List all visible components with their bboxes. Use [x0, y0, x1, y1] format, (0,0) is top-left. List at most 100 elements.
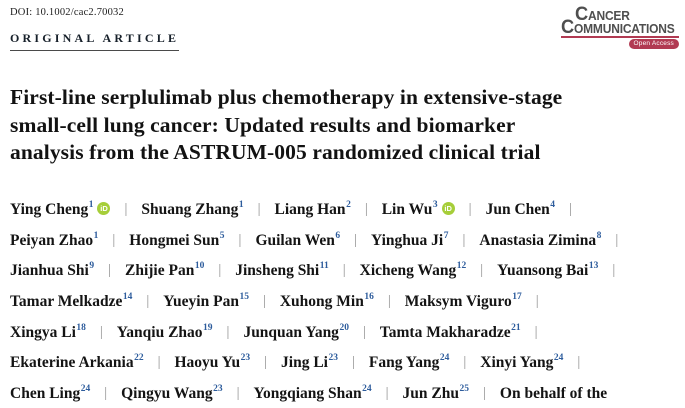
author-item: Xicheng Wang12: [359, 261, 467, 280]
author-divider: |: [577, 354, 581, 371]
author-divider: |: [351, 354, 355, 371]
author-name: Jing Li: [281, 354, 328, 372]
author-divider: |: [362, 323, 366, 340]
author-name: Yongqiang Shan: [253, 385, 362, 403]
logo-badge-row: Open Access: [561, 39, 679, 49]
author-divider: |: [569, 201, 572, 218]
orcid-icon[interactable]: iD: [441, 202, 455, 216]
author-name: Lin Wu: [381, 201, 433, 219]
author-name: Yinghua Ji: [371, 231, 444, 249]
author-name: Xuhong Min: [279, 293, 364, 311]
author-item: Yanqiu Zhao19: [116, 323, 213, 341]
affiliation-superscript: 6: [335, 230, 341, 241]
author-divider: |: [226, 323, 230, 340]
author-name: Jun Zhu: [402, 385, 459, 403]
author-item: Chen Ling24: [10, 383, 91, 403]
author-item: Yongqiang Shan24: [253, 383, 372, 403]
author-divider: |: [146, 293, 150, 310]
affiliation-superscript: 24: [362, 383, 372, 394]
author-name: Ying Cheng: [10, 201, 89, 219]
author-divider: |: [385, 385, 389, 402]
author-name: Tamar Melkadze: [10, 293, 123, 311]
affiliation-superscript: 10: [194, 261, 205, 272]
author-name: Yueyin Pan: [163, 293, 239, 311]
author-divider: |: [257, 201, 261, 218]
author-item: Guilan Wen6: [255, 230, 341, 249]
author-item: Lin Wu3 iD: [381, 200, 455, 219]
article-type-label: ORIGINAL ARTICLE: [10, 31, 180, 51]
author-item: Jun Chen4: [486, 200, 556, 218]
author-name: Liang Han: [274, 201, 346, 219]
affiliation-superscript: 23: [213, 383, 223, 394]
author-name: Ekaterine Arkania: [10, 354, 134, 372]
author-item: Shuang Zhang1: [141, 200, 244, 219]
affiliation-superscript: 2: [346, 200, 351, 210]
journal-name-line1: CANCER: [574, 4, 630, 25]
affiliation-superscript: 21: [511, 322, 521, 333]
affiliation-superscript: 24: [439, 353, 450, 364]
logo-underline: [560, 36, 679, 38]
author-item: Peiyan Zhao1: [10, 231, 98, 249]
author-name: Yanqiu Zhao: [116, 323, 203, 341]
author-divider: |: [364, 201, 368, 218]
affiliation-superscript: 5: [219, 230, 225, 241]
affiliation-superscript: 1: [238, 200, 244, 210]
affiliation-superscript: 17: [512, 291, 522, 302]
author-divider: |: [480, 262, 484, 279]
author-name: Junquan Yang: [243, 323, 339, 341]
author-name: Jinsheng Shi: [235, 262, 320, 280]
author-item: Jing Li23: [281, 353, 338, 372]
author-divider: |: [99, 323, 103, 340]
authors-list: Ying Cheng1 iD | Shuang Zhang1 | Liang Han2 | L…: [10, 193, 678, 408]
author-item: Haoyu Yu23: [174, 353, 250, 371]
author-item: Anastasia Zimina8: [479, 231, 601, 249]
author-name: On behalf of the ASTRUM-005 Study Group: [499, 385, 608, 403]
journal-name-line2: COMMUNICATIONS: [560, 17, 675, 38]
open-access-badge: Open Access: [628, 39, 679, 49]
author-divider: |: [612, 262, 616, 279]
author-item: Maksym Viguro17: [404, 291, 522, 311]
author-item: Ekaterine Arkania22: [10, 353, 144, 372]
author-item: Xingya Li18: [10, 322, 86, 341]
author-name: Chen Ling: [10, 385, 81, 403]
author-item: Yuansong Bai13: [497, 261, 599, 279]
orcid-icon[interactable]: iD: [97, 202, 111, 216]
author-name: Jianhua Shi: [10, 262, 89, 280]
author-item: Fang Yang24: [368, 353, 450, 372]
author-name: Peiyan Zhao: [10, 231, 94, 249]
doi-label: DOI: 10.1002/cac2.70032: [10, 7, 124, 18]
author-item: Jun Zhu25: [402, 383, 470, 403]
group-credit: On behalf of the ASTRUM-005 Study Group#: [10, 385, 607, 408]
affiliation-superscript: 4: [550, 200, 556, 210]
author-divider: |: [262, 293, 266, 310]
affiliation-superscript: 11: [319, 261, 329, 272]
author-name: Fang Yang: [368, 354, 440, 372]
author-item: Qingyu Wang23: [121, 383, 223, 402]
author-item: Tamta Makharadze21: [379, 322, 521, 341]
affiliation-superscript: 25: [459, 383, 470, 394]
affiliation-superscript: 3: [432, 200, 438, 210]
author-divider: |: [112, 231, 116, 248]
affiliation-superscript: 1: [88, 200, 94, 210]
author-name: Guilan Wen: [255, 231, 335, 249]
affiliation-superscript: 13: [588, 261, 599, 272]
author-name: Maksym Viguro: [404, 293, 512, 311]
author-divider: |: [342, 262, 346, 279]
author-item: Jinsheng Shi11: [235, 261, 329, 280]
author-name: Tamta Makharadze: [379, 323, 511, 341]
author-name: Zhijie Pan: [125, 262, 195, 280]
author-divider: |: [535, 293, 539, 310]
affiliation-superscript: 24: [80, 383, 91, 394]
author-name: Hongmei Sun: [129, 231, 220, 249]
author-name: Xicheng Wang: [359, 262, 457, 280]
author-name: Shuang Zhang: [141, 201, 239, 219]
author-divider: |: [463, 354, 467, 371]
affiliation-superscript: 22: [134, 353, 144, 364]
author-name: Anastasia Zimina: [479, 231, 597, 249]
author-item: Liang Han2: [274, 200, 351, 219]
author-name: Xingya Li: [10, 323, 76, 341]
affiliation-superscript: 18: [76, 322, 86, 333]
affiliation-superscript: 15: [239, 291, 249, 302]
author-divider: |: [468, 201, 472, 218]
